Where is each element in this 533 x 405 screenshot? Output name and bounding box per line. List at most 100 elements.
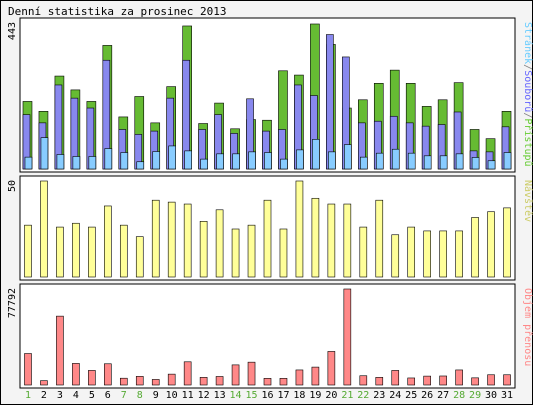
bar-stranek-day-1 xyxy=(24,156,33,170)
legend-entry: Objem přenosu xyxy=(522,288,533,366)
bar-bytes-day-14 xyxy=(231,364,240,386)
bar-stranek-day-29 xyxy=(471,157,480,170)
bar-stranek-day-2 xyxy=(40,137,49,170)
bar-visits-day-3 xyxy=(56,226,64,278)
panel-hits-legend: Stránek/Souborů/Přístupů xyxy=(522,22,533,167)
bar-bytes-day-13 xyxy=(215,376,224,386)
bar-stranek-day-8 xyxy=(136,161,145,170)
bar-bytes-day-8 xyxy=(135,376,144,386)
bar-visits-day-15 xyxy=(247,224,256,278)
x-tick-label-day-16: 16 xyxy=(261,390,273,401)
bar-bytes-day-15 xyxy=(247,361,256,386)
bar-bytes-day-26 xyxy=(423,375,431,386)
bar-bytes-day-4 xyxy=(72,363,80,386)
chart-title: Denní statistika za prosinec 2013 xyxy=(8,5,227,18)
x-tick-label-day-17: 17 xyxy=(277,390,289,401)
bar-visits-day-22 xyxy=(359,226,368,278)
bar-stranek-day-5 xyxy=(88,156,97,170)
panel-visits-legend: Návštěv xyxy=(522,180,533,222)
bar-visits-day-23 xyxy=(375,199,384,278)
bar-stranek-day-12 xyxy=(200,158,208,170)
legend-entry: Souborů xyxy=(522,70,533,112)
bar-bytes-day-24 xyxy=(391,370,400,386)
bar-visits-day-28 xyxy=(455,230,463,278)
bar-stranek-day-16 xyxy=(264,152,272,170)
bar-visits-day-30 xyxy=(487,211,495,278)
panel-bytes-max-label: 77792 xyxy=(7,288,18,318)
bar-bytes-day-27 xyxy=(439,375,447,386)
panel-bytes-area xyxy=(19,283,516,389)
bar-stranek-day-18 xyxy=(296,149,304,170)
bar-bytes-day-19 xyxy=(311,366,320,386)
bar-bytes-day-30 xyxy=(487,374,495,386)
x-tick-label-day-3: 3 xyxy=(57,390,63,401)
x-tick-label-day-24: 24 xyxy=(389,390,401,401)
bar-bytes-day-12 xyxy=(199,377,208,386)
bar-stranek-day-25 xyxy=(407,152,416,170)
bar-stranek-day-17 xyxy=(280,158,288,170)
bar-bytes-day-10 xyxy=(167,373,176,386)
x-tick-label-day-8: 8 xyxy=(137,390,143,401)
bar-bytes-day-16 xyxy=(263,378,272,386)
bar-bytes-day-3 xyxy=(56,315,64,386)
bar-stranek-day-23 xyxy=(375,152,384,170)
x-tick-label-day-29: 29 xyxy=(469,390,481,401)
bar-bytes-day-11 xyxy=(183,361,192,386)
legend-entry: Návštěv xyxy=(522,180,533,222)
bar-bytes-day-18 xyxy=(295,369,304,386)
bar-visits-day-14 xyxy=(231,228,240,278)
x-tick-label-day-7: 7 xyxy=(121,390,127,401)
bar-bytes-day-17 xyxy=(279,378,288,386)
bar-visits-day-31 xyxy=(503,207,511,278)
x-tick-label-day-26: 26 xyxy=(421,390,433,401)
x-tick-label-day-22: 22 xyxy=(357,390,369,401)
bar-stranek-day-24 xyxy=(391,148,400,170)
panel-visits: 50 Návštěv xyxy=(7,175,533,281)
bar-stranek-day-6 xyxy=(104,148,113,170)
bar-visits-day-2 xyxy=(40,180,48,278)
x-tick-label-day-11: 11 xyxy=(182,390,194,401)
bar-visits-day-8 xyxy=(135,236,144,278)
bar-visits-day-26 xyxy=(423,230,431,278)
x-tick-label-day-31: 31 xyxy=(501,390,513,401)
panel-visits-max-label: 50 xyxy=(7,180,18,192)
bar-bytes-day-1 xyxy=(24,353,32,386)
bar-stranek-day-28 xyxy=(455,153,464,170)
bar-visits-day-5 xyxy=(88,226,96,278)
bar-stranek-day-9 xyxy=(152,151,161,170)
bar-bytes-day-9 xyxy=(151,379,160,386)
bar-visits-day-10 xyxy=(167,201,176,278)
bar-visits-day-11 xyxy=(183,203,192,278)
bar-stranek-day-20 xyxy=(328,151,336,170)
x-tick-label-day-27: 27 xyxy=(437,390,449,401)
bar-bytes-day-2 xyxy=(40,380,48,386)
bar-bytes-day-25 xyxy=(407,377,416,386)
bar-visits-day-12 xyxy=(199,221,208,278)
bar-stranek-day-13 xyxy=(216,153,224,170)
legend-entry: Stránek xyxy=(522,22,533,64)
x-tick-label-day-28: 28 xyxy=(453,390,465,401)
x-tick-label-day-12: 12 xyxy=(198,390,210,401)
bar-visits-day-27 xyxy=(439,230,447,278)
bar-stranek-day-4 xyxy=(72,156,81,170)
bar-visits-day-17 xyxy=(279,228,288,278)
bar-visits-day-9 xyxy=(151,199,160,278)
bar-visits-day-13 xyxy=(215,209,224,278)
bar-stranek-day-26 xyxy=(423,155,432,170)
x-tick-label-day-13: 13 xyxy=(214,390,226,401)
x-axis-labels: 1 2 3 4 5 6 7 8 9 10 11 12 13 14 15 16 17 18 19 20 21 22 23 24 2… xyxy=(25,390,513,401)
bar-bytes-day-22 xyxy=(359,375,368,386)
bar-bytes-day-5 xyxy=(88,370,96,386)
bar-bytes-day-6 xyxy=(104,363,112,386)
bar-stranek-day-22 xyxy=(360,156,368,170)
bar-stranek-day-19 xyxy=(312,139,320,170)
bar-visits-day-1 xyxy=(24,224,32,278)
panel-bytes-legend: Objem přenosu xyxy=(522,288,533,366)
x-tick-label-day-4: 4 xyxy=(73,390,79,401)
legend-entry: Přístupů xyxy=(522,118,533,166)
x-tick-label-day-14: 14 xyxy=(230,390,242,401)
bar-stranek-day-11 xyxy=(184,150,192,170)
bar-visits-day-20 xyxy=(327,203,336,278)
x-tick-label-day-30: 30 xyxy=(485,390,497,401)
